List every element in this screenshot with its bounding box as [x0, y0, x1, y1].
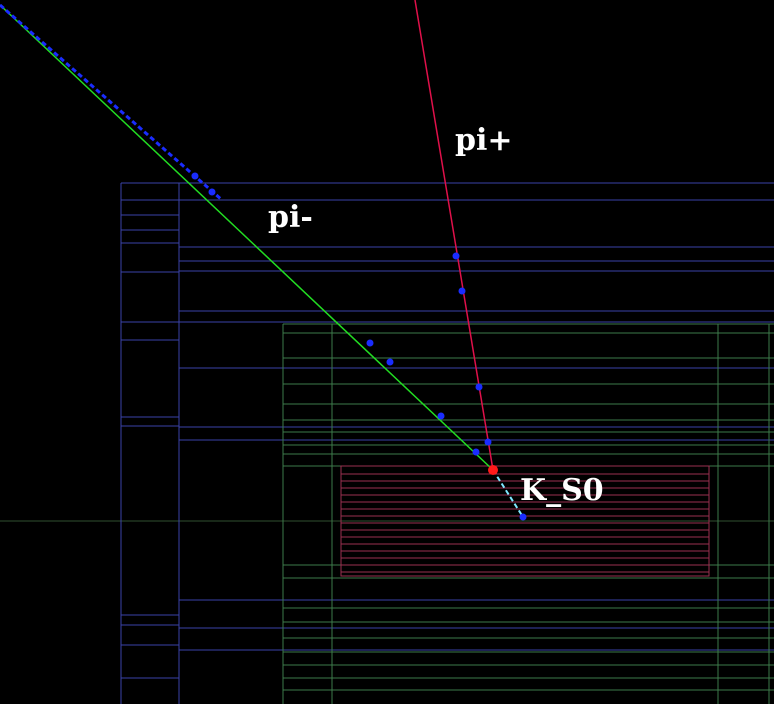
track [492, 469, 524, 518]
hit [475, 383, 483, 391]
detector [0, 182, 774, 704]
hit [191, 172, 199, 180]
tracks [0, 0, 527, 521]
track-label: pi+ [455, 123, 513, 158]
hit [208, 188, 216, 196]
track-label: K_S0 [520, 473, 604, 508]
hit [519, 513, 527, 521]
hit [386, 358, 394, 366]
hit [458, 287, 466, 295]
hit [472, 448, 480, 456]
track [414, 0, 494, 471]
vertex [488, 465, 498, 475]
track-label: pi- [268, 200, 313, 235]
detector-box [340, 465, 710, 577]
hit [484, 438, 492, 446]
hit [366, 339, 374, 347]
hit [452, 252, 460, 260]
track [0, 4, 494, 471]
track-tail [0, 3, 223, 202]
hit [437, 412, 445, 420]
